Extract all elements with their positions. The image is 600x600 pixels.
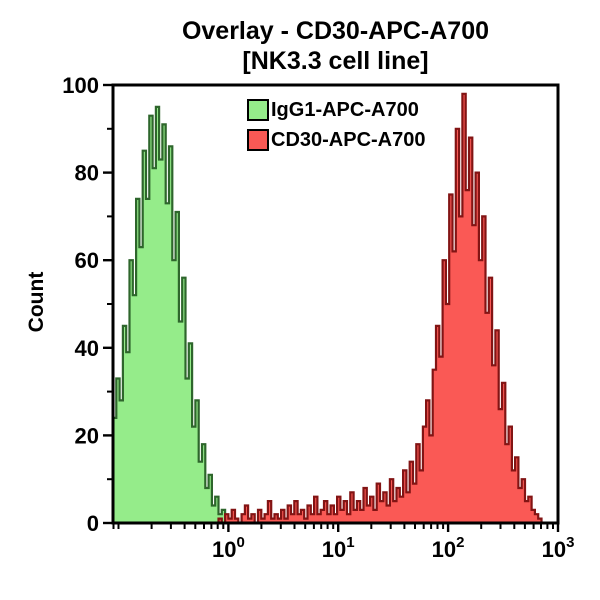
chart-title-line1: Overlay - CD30-APC-A700 [181,17,490,45]
x-tick-label: 103 [542,534,575,562]
legend-swatch-cd30 [247,129,269,151]
y-tick-label: 80 [75,161,99,186]
y-tick-label: 60 [75,248,99,273]
x-tick-label: 101 [322,534,355,562]
legend-item-cd30: CD30-APC-A700 [247,129,426,151]
series-cd30-histogram [217,92,545,525]
plot-frame [111,83,560,525]
legend-label-cd30: CD30-APC-A700 [271,129,426,151]
legend-item-igg1: IgG1-APC-A700 [247,99,426,121]
chart-title-line2: [NK3.3 cell line] [242,47,429,75]
chart-title: Overlay - CD30-APC-A700 [NK3.3 cell line… [113,16,558,76]
x-tick-label: 102 [432,534,465,562]
y-tick-label: 20 [75,423,99,448]
legend: IgG1-APC-A700 CD30-APC-A700 [247,99,426,151]
legend-label-igg1: IgG1-APC-A700 [271,99,419,121]
x-tick-label: 100 [212,534,245,562]
y-tick-label: 40 [75,336,99,361]
series-igg1-histogram [111,105,232,525]
y-tick-label: 100 [62,73,99,98]
y-tick-label: 0 [87,511,99,536]
legend-swatch-igg1 [247,99,269,121]
